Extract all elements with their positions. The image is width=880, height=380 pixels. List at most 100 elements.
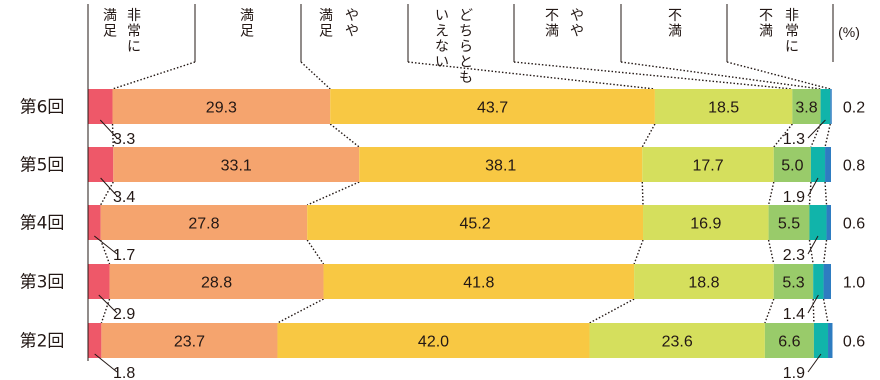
legend-header-7-char: に [785, 39, 799, 55]
connector-row [329, 123, 360, 148]
bar-segment [826, 205, 831, 240]
connector-row [100, 181, 114, 206]
connector-row [822, 239, 828, 265]
legend-header-4-char: え [435, 24, 449, 40]
value-label: 43.7 [477, 100, 508, 117]
legend-header-5: 不満 [545, 8, 559, 40]
connector-row [808, 239, 814, 265]
bar-segment [642, 147, 774, 182]
legend-header-4-char: ど [459, 8, 473, 24]
value-label: 5.5 [778, 216, 800, 233]
category-label: 第5回 [20, 156, 65, 176]
value-label: 23.7 [174, 334, 205, 351]
value-label-below-right: 1.9 [783, 189, 805, 206]
legend-header-6-char: 満 [668, 24, 682, 40]
bar-segment [820, 89, 831, 124]
legend-header-7-char: 不 [759, 8, 773, 24]
leader-line [807, 177, 819, 197]
legend-header-1-char: に [127, 39, 141, 55]
legend-header-4-char: も [459, 70, 473, 86]
legend-header-5-char: 不 [545, 8, 559, 24]
value-label: 18.8 [688, 275, 719, 292]
bar-segment [109, 264, 324, 299]
bar-segment [823, 264, 831, 299]
bar-segment [828, 323, 833, 358]
legend-header-5-char: や [570, 24, 584, 40]
legend-header-4-char: ち [459, 24, 473, 40]
bar-segment [813, 323, 829, 358]
connector-row [277, 298, 324, 324]
bar-segment [643, 205, 769, 240]
legend-header-2-char: 満 [240, 8, 254, 24]
legend-header-6-char: 不 [668, 8, 682, 24]
legend-header-3-char: 足 [319, 24, 333, 40]
connector-row [773, 123, 793, 148]
value-label: 42.0 [418, 334, 449, 351]
bar-segment [359, 147, 643, 182]
legend-header-5-char: 満 [545, 24, 559, 40]
legend-header-4-char: ら [459, 39, 473, 55]
legend-header-5-char: や [570, 8, 584, 24]
connector-header [407, 61, 655, 90]
bar-segment [100, 205, 308, 240]
value-label: 45.2 [460, 216, 491, 233]
value-label-right: 1.0 [843, 275, 865, 292]
legend-header-1-char: 常 [127, 24, 141, 40]
connector-row [810, 123, 822, 148]
legend-header-7: 不満 [759, 8, 773, 40]
bar-segment [773, 147, 811, 182]
bar-segment [830, 89, 832, 124]
value-label: 16.9 [690, 216, 721, 233]
legend-header-3-char: や [345, 24, 359, 40]
value-label-below-right: 2.3 [783, 247, 805, 264]
leader-line [98, 294, 118, 314]
bar-segment [764, 323, 814, 358]
connector-row [822, 298, 829, 324]
bar-segment [813, 264, 824, 299]
legend-header-1-char: 非 [127, 8, 141, 24]
bar-segment [277, 323, 590, 358]
leader-line [100, 177, 118, 197]
leader-line [807, 353, 822, 373]
value-label-below-left: 1.7 [113, 247, 135, 264]
bar-segment [88, 205, 101, 240]
legend-header-3: 満足 [319, 8, 333, 40]
value-label-below-right: 1.3 [783, 131, 805, 148]
bar-segment [323, 264, 635, 299]
leader-line [94, 235, 118, 255]
bar-segment [112, 89, 331, 124]
bar-segment [88, 147, 114, 182]
connector-row [767, 239, 775, 265]
bar-segment [792, 89, 821, 124]
value-label: 3.8 [795, 100, 817, 117]
value-label: 27.8 [188, 216, 219, 233]
value-label-below-left: 3.4 [113, 189, 135, 206]
legend-header-1: 非常に [127, 8, 141, 55]
bar-segment [589, 323, 765, 358]
bar-segment [654, 89, 793, 124]
value-label-below-left: 3.3 [113, 131, 135, 148]
legend-header-1: 満足 [103, 8, 117, 40]
value-label: 5.3 [782, 275, 804, 292]
connector-row [589, 298, 635, 324]
connector-row [767, 181, 775, 206]
value-label: 29.3 [206, 100, 237, 117]
connector-header [112, 61, 196, 90]
legend-header-1-char: 足 [103, 24, 117, 40]
category-label: 第3回 [20, 273, 65, 293]
legend-header-7: 非常に [785, 8, 799, 55]
bar-segment [88, 264, 110, 299]
category-label: 第4回 [20, 214, 65, 234]
value-label: 18.5 [708, 100, 739, 117]
bar-segment [810, 147, 826, 182]
leader-line [94, 353, 118, 373]
value-label-right: 0.6 [843, 216, 865, 233]
connector-row [641, 123, 656, 148]
unit-label: (%) [838, 24, 860, 40]
leader-line [807, 119, 826, 139]
bar-segment [88, 89, 113, 124]
bar-segment [113, 147, 360, 182]
connector-row [99, 239, 111, 265]
bar-segment [825, 147, 831, 182]
